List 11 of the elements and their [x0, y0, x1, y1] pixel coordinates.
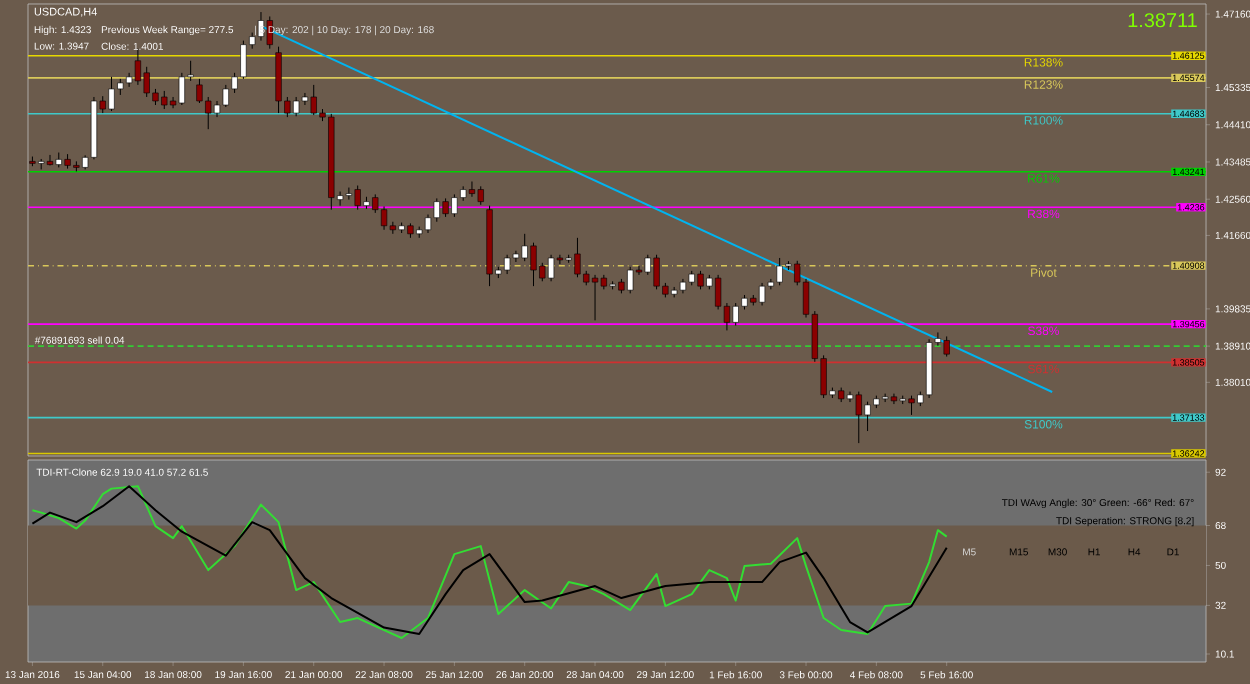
candlestick — [301, 92, 309, 106]
candlestick — [758, 282, 766, 306]
candlestick — [547, 254, 555, 282]
annotation: 1.38711 — [1128, 13, 1197, 28]
candlestick — [591, 274, 599, 321]
candlestick — [512, 250, 520, 263]
candlestick — [468, 180, 476, 198]
candlestick — [380, 205, 388, 231]
candlestick — [46, 154, 54, 166]
candlestick — [134, 48, 142, 86]
candlestick — [477, 185, 484, 206]
